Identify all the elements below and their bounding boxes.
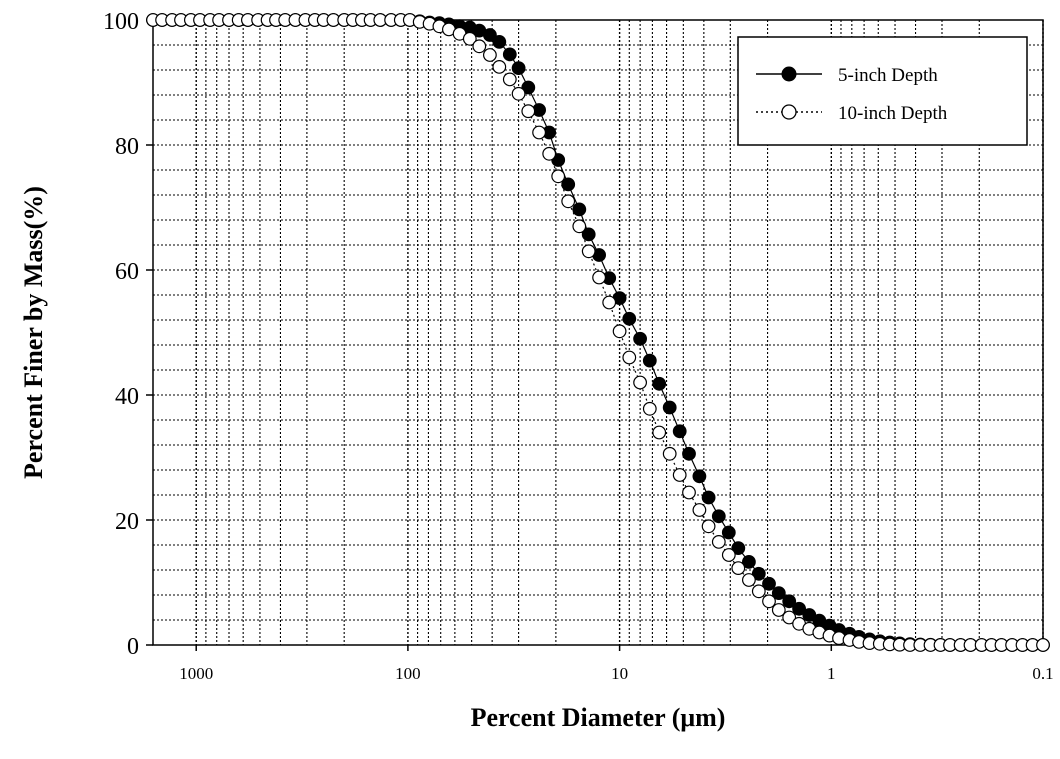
y-axis-ticks: 0 20 40 60 80 100 — [103, 9, 153, 660]
data-point — [521, 104, 536, 119]
data-point — [652, 425, 667, 440]
x-tick-label: 10 — [611, 664, 628, 683]
data-point — [622, 311, 637, 326]
legend-marker-10-inch — [781, 104, 797, 120]
data-point — [682, 446, 696, 461]
y-tick-label: 100 — [103, 9, 139, 35]
data-point — [492, 35, 507, 49]
data-point — [633, 331, 647, 346]
data-point — [502, 72, 517, 87]
data-point — [561, 194, 576, 209]
data-point — [622, 350, 637, 365]
x-tick-label: 1000 — [179, 664, 213, 683]
data-point — [701, 490, 716, 505]
x-tick-label: 1 — [827, 664, 836, 683]
data-point — [731, 561, 746, 575]
data-point — [581, 244, 596, 259]
legend-marker-5-inch — [781, 66, 797, 82]
data-point — [771, 586, 786, 600]
y-axis-title: Percent Finer by Mass(%) — [19, 186, 48, 479]
data-point — [502, 47, 517, 62]
data-point — [511, 61, 526, 75]
data-point — [642, 353, 657, 368]
data-point — [682, 485, 696, 500]
data-point — [751, 566, 766, 581]
y-tick-label: 0 — [127, 634, 139, 660]
data-point — [721, 548, 736, 562]
plot-area-frame — [152, 19, 1044, 646]
y-tick-label: 60 — [115, 259, 139, 285]
data-point — [633, 375, 647, 390]
data-point — [742, 555, 756, 569]
data-point — [581, 227, 596, 242]
data-point — [771, 603, 786, 617]
data-point — [642, 401, 657, 416]
data-point — [1036, 638, 1050, 652]
data-point — [492, 60, 507, 74]
series-10-inch-depth — [146, 13, 1050, 652]
data-point — [672, 468, 687, 482]
data-point — [792, 601, 806, 616]
data-point — [721, 525, 736, 540]
data-point — [542, 146, 557, 161]
data-point — [652, 376, 667, 391]
data-point — [572, 202, 587, 217]
data-point — [483, 28, 497, 42]
y-tick-label: 20 — [115, 509, 139, 535]
legend-box — [737, 36, 1028, 146]
data-series — [146, 13, 1050, 652]
data-point — [711, 509, 726, 524]
data-point — [483, 48, 497, 62]
data-point — [561, 177, 576, 192]
data-point — [462, 31, 477, 46]
x-tick-label: 0.1 — [1032, 664, 1053, 683]
data-point — [692, 469, 707, 484]
data-point — [762, 594, 776, 609]
data-point — [662, 400, 677, 415]
data-point — [751, 584, 766, 599]
data-point — [602, 295, 617, 310]
x-axis-title: Percent Diameter (μm) — [471, 703, 726, 732]
data-point — [551, 169, 566, 184]
data-point — [472, 39, 487, 54]
data-point — [762, 576, 776, 591]
data-point — [742, 573, 756, 587]
data-point — [532, 125, 546, 140]
data-point — [692, 503, 707, 517]
data-point — [511, 86, 526, 101]
y-tick-label: 40 — [115, 384, 139, 410]
data-point — [572, 219, 587, 234]
legend-label-5-inch: 5-inch Depth — [838, 65, 938, 86]
data-point — [592, 270, 606, 285]
data-point — [672, 424, 687, 439]
data-point — [782, 610, 797, 625]
data-point — [782, 594, 797, 609]
x-tick-label: 100 — [395, 664, 421, 683]
data-point — [662, 446, 677, 461]
data-point — [731, 541, 746, 555]
data-point — [701, 519, 716, 534]
data-point — [612, 324, 627, 339]
y-tick-label: 80 — [115, 134, 139, 160]
data-point — [711, 535, 726, 549]
legend-label-10-inch: 10-inch Depth — [838, 103, 948, 124]
data-point — [521, 80, 536, 95]
x-axis-ticks: 1000 100 10 1 0.1 — [179, 645, 1054, 683]
legend: 5-inch Depth 10-inch Depth — [737, 36, 1028, 146]
